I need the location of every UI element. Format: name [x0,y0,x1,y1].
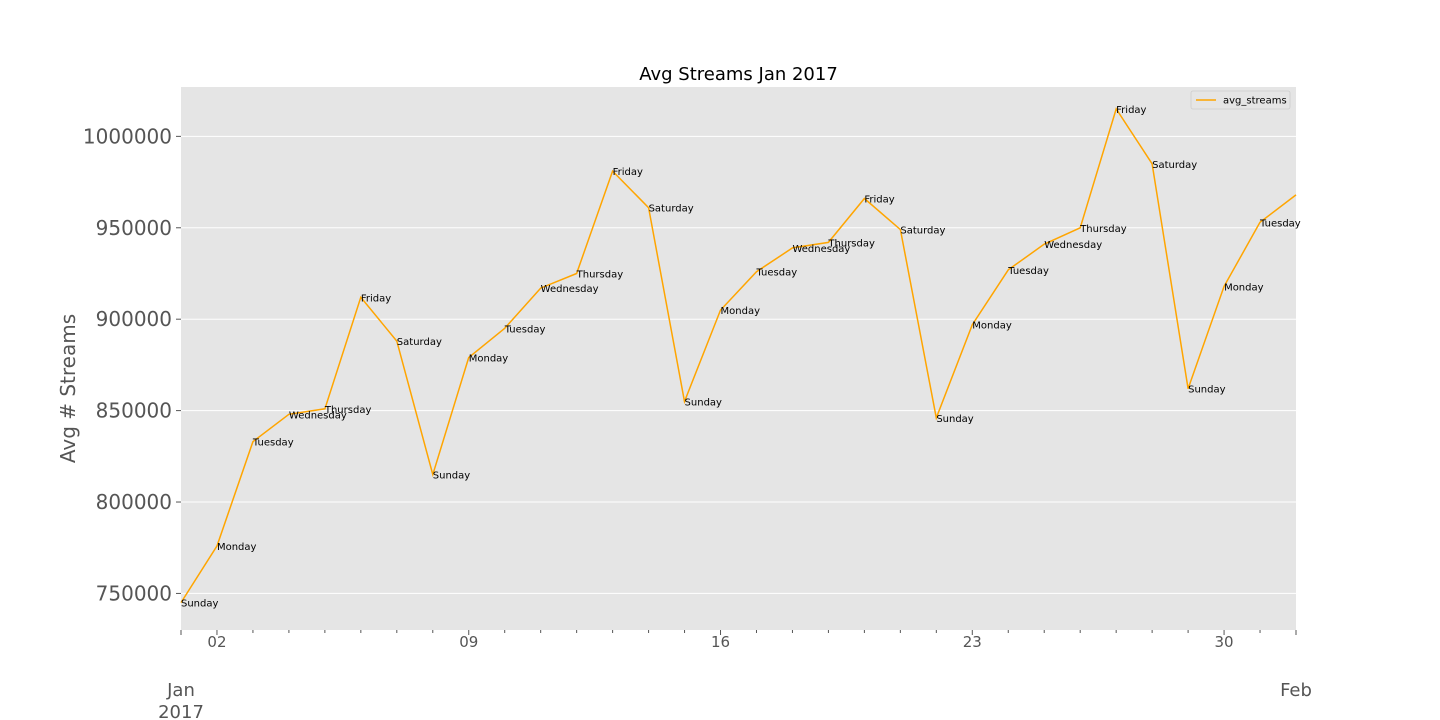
y-tick-label: 850000 [96,399,172,423]
day-label: Saturday [1152,160,1197,171]
day-label: Sunday [433,471,470,482]
day-label: Thursday [576,269,624,280]
day-label: Friday [864,195,894,206]
day-label: Wednesday [541,284,599,295]
day-label: Friday [1116,105,1146,116]
x-major-year-label: 2017 [158,702,204,720]
day-label: Monday [217,542,257,553]
y-tick-label: 800000 [96,490,172,514]
y-axis: 750000 800000 850000 900000 950000 1000000 [83,124,181,605]
day-label: Sunday [936,414,973,425]
x-tick-label: 30 [1215,633,1234,651]
day-label: Wednesday [792,244,850,255]
day-label: Monday [1224,282,1264,293]
y-axis-label: Avg # Streams [56,314,80,463]
day-label: Saturday [649,204,694,215]
y-tick-label: 900000 [96,307,172,331]
day-label: Saturday [397,337,442,348]
chart-title: Avg Streams Jan 2017 [639,64,838,85]
y-tick-label: 950000 [96,216,172,240]
y-tick-label: 750000 [96,581,172,605]
day-label: Monday [721,306,761,317]
x-tick-label: 16 [711,633,730,651]
day-label: Tuesday [1007,266,1049,277]
day-label: Saturday [900,226,945,237]
x-tick-label: 23 [963,633,982,651]
day-label: Monday [972,321,1012,332]
gridlines [181,135,1296,594]
day-label: Friday [613,167,643,178]
day-label: Thursday [324,405,372,416]
series-line [180,107,1297,604]
day-label: Thursday [1079,224,1127,235]
legend-label-avg-streams: avg_streams [1223,96,1287,107]
legend: avg_streams [1190,90,1291,110]
x-tick-label: 09 [459,633,478,651]
x-major-label: Feb [1280,680,1312,701]
day-label: Thursday [827,238,875,249]
day-label: Sunday [181,599,218,610]
x-major-label: Jan [166,680,195,701]
day-label: Tuesday [1259,218,1301,229]
day-label: Tuesday [252,438,294,449]
day-label: Sunday [685,397,722,408]
day-label: Wednesday [1044,240,1102,251]
day-label: Tuesday [755,268,797,279]
plot-area [181,87,1296,630]
day-label: Sunday [1188,385,1225,396]
day-labels: SundayMondayTuesdayWednesdayThursdayFrid… [181,105,1301,610]
day-label: Monday [469,354,509,365]
y-tick-label: 1000000 [83,124,172,148]
day-label: Tuesday [504,324,546,335]
day-label: Friday [361,293,391,304]
day-label: Wednesday [289,410,347,421]
series-avg-streams [180,107,1297,604]
legend-box [1190,90,1291,110]
x-tick-label: 02 [207,633,226,651]
